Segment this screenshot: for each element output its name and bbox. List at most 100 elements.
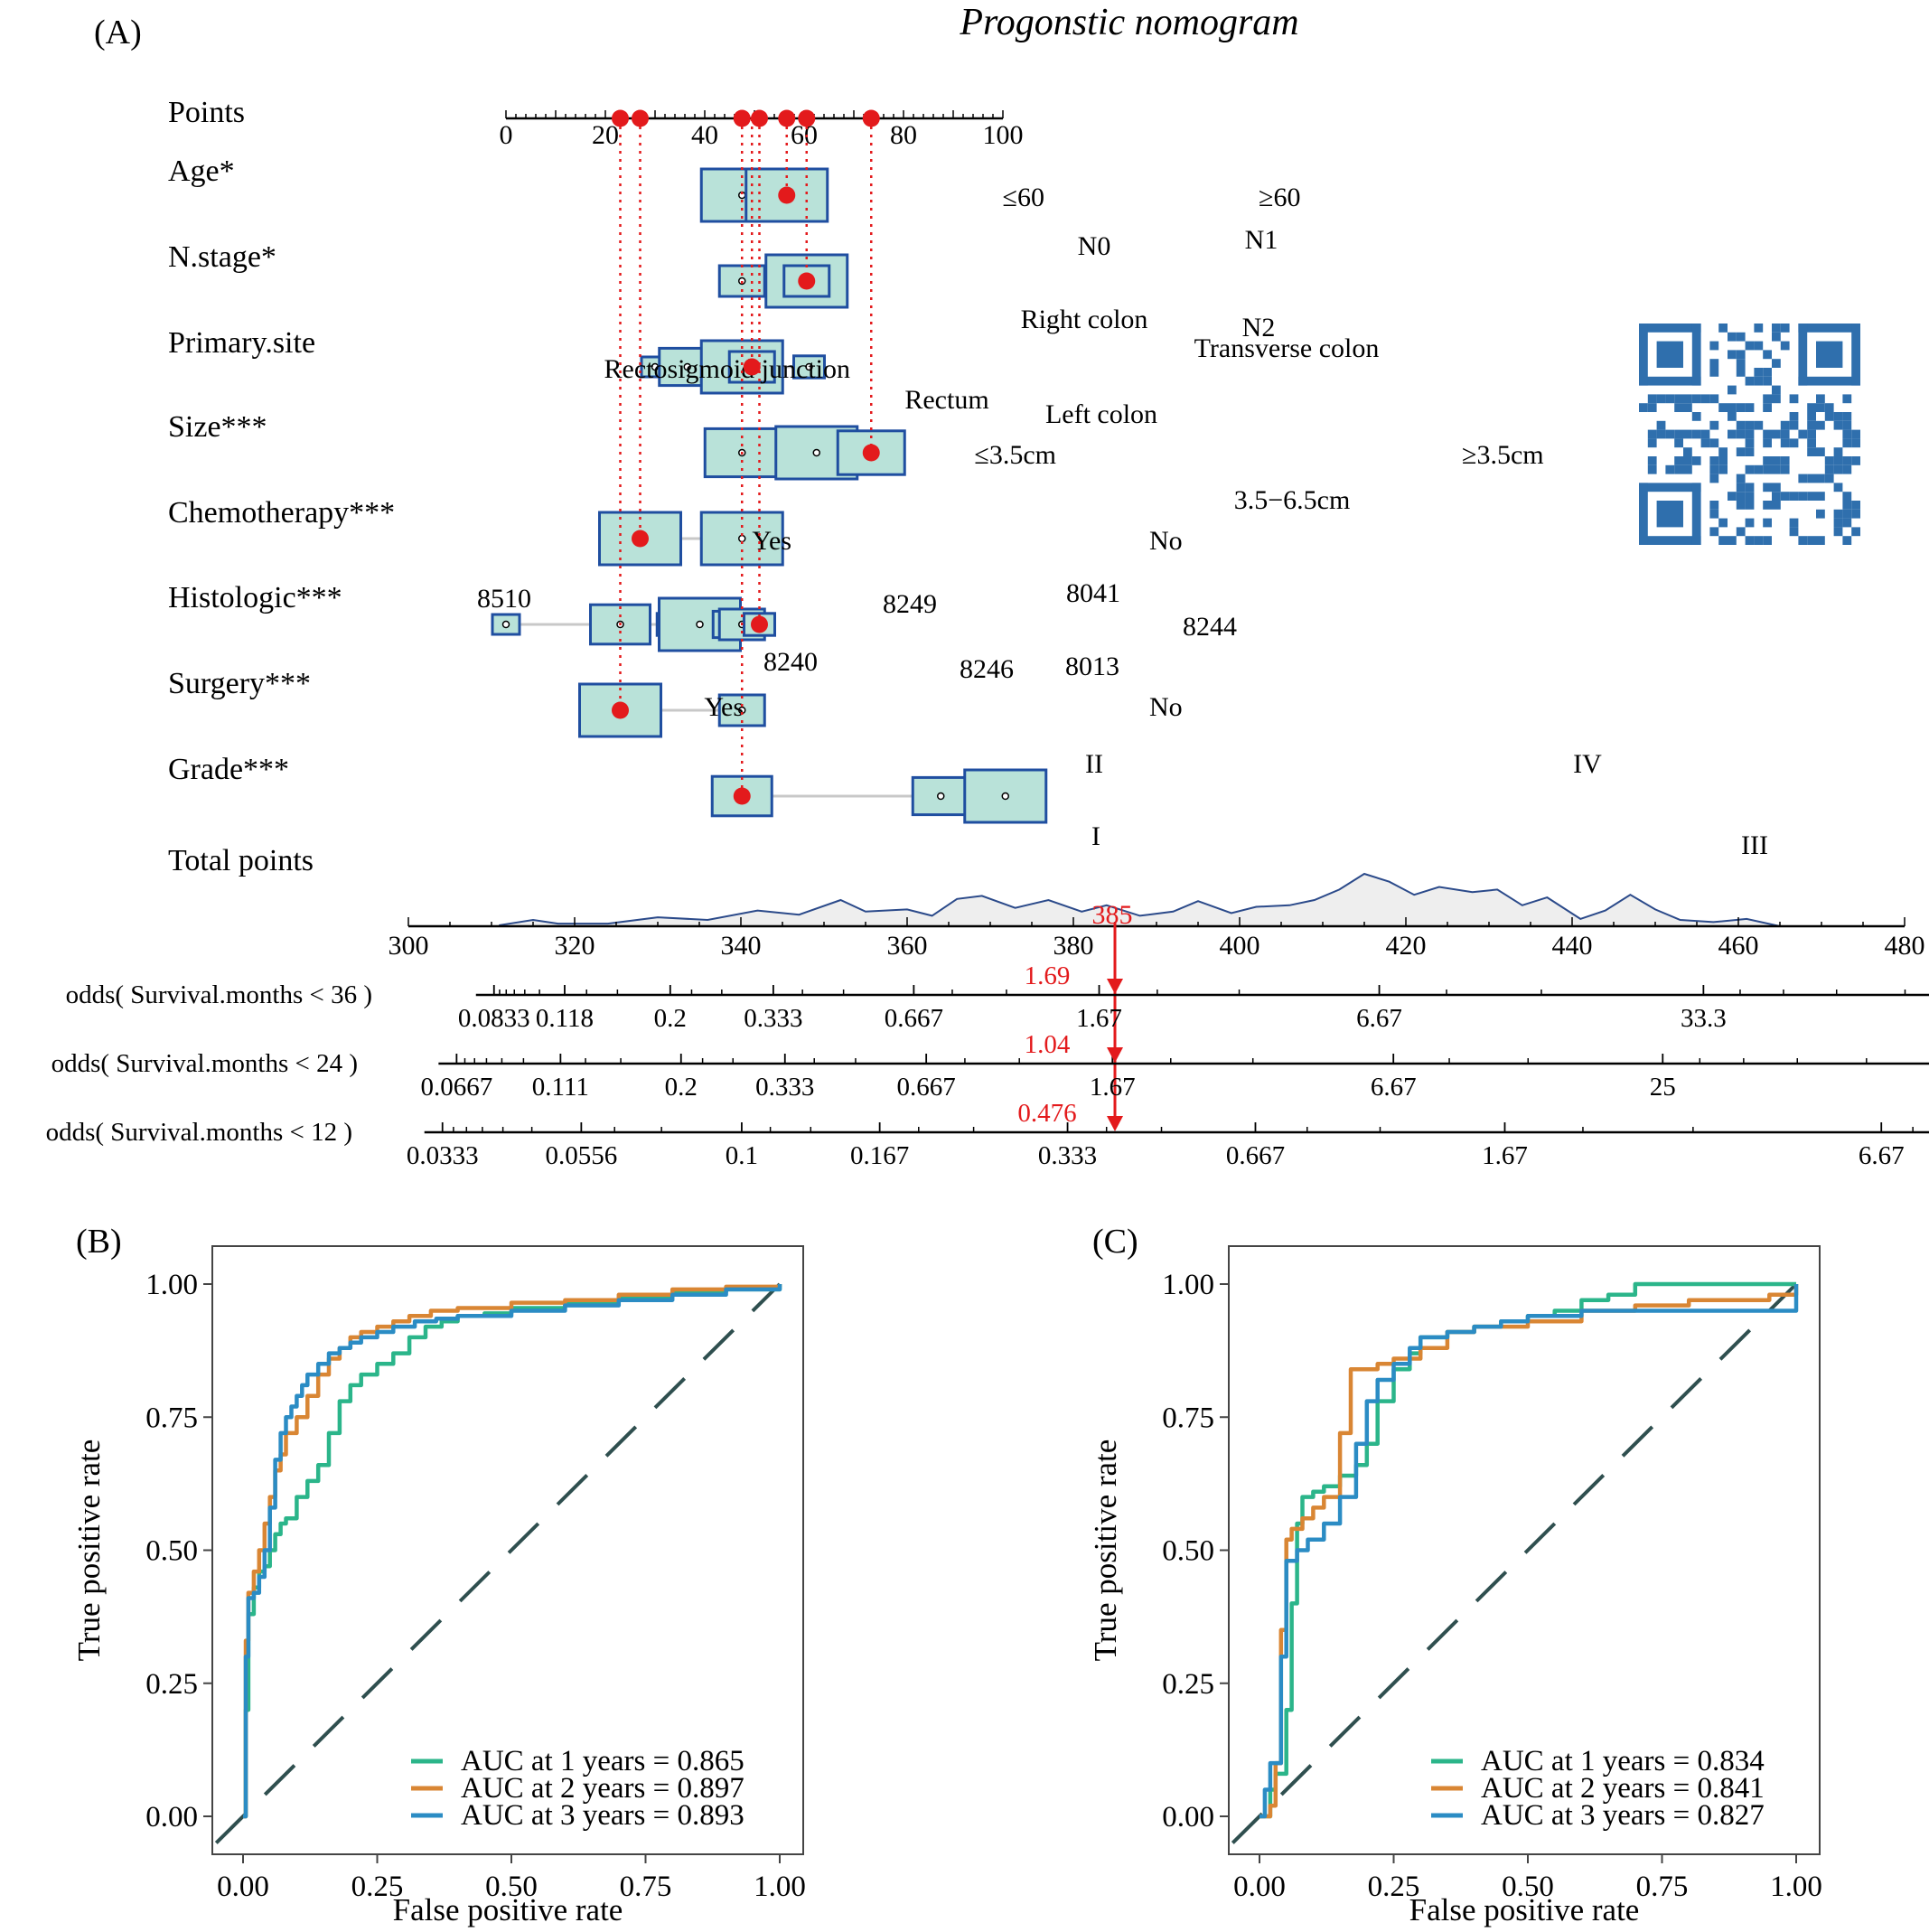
- qr-module: [1728, 350, 1737, 360]
- qr-module: [1763, 403, 1772, 412]
- y-tick-label: 0.50: [1162, 1535, 1214, 1568]
- qr-module: [1807, 447, 1816, 456]
- x-axis-label: False positive rate: [1409, 1892, 1640, 1927]
- legend-entry: AUC at 2 years = 0.841: [1481, 1772, 1765, 1805]
- qr-module: [1647, 403, 1657, 412]
- level-label: 3.5−6.5cm: [1234, 485, 1351, 515]
- qr-module: [1745, 429, 1755, 439]
- x-tick-label: 1.00: [1770, 1871, 1822, 1903]
- qr-module: [1772, 456, 1781, 465]
- level-label: 8510: [477, 584, 531, 614]
- qr-module: [1780, 429, 1790, 439]
- qr-module: [1683, 456, 1692, 465]
- qr-module: [1728, 385, 1737, 395]
- variable-label: N.stage*: [168, 240, 276, 274]
- qr-module: [1842, 464, 1852, 474]
- odds-tick-label: 1.67: [1482, 1141, 1528, 1170]
- odds-tick-label: 0.111: [532, 1073, 589, 1102]
- level-dot: [738, 534, 746, 543]
- qr-module: [1842, 509, 1852, 519]
- qr-module: [1842, 492, 1852, 501]
- qr-module: [1656, 429, 1666, 439]
- total-points-tick-label: 480: [1885, 931, 1925, 961]
- qr-module: [1665, 429, 1675, 439]
- points-marker: [751, 109, 768, 127]
- odds-value: 1.69: [1025, 961, 1071, 990]
- qr-module: [1763, 429, 1772, 439]
- qr-module: [1745, 341, 1755, 351]
- qr-module: [1709, 464, 1719, 474]
- total-points-density: [499, 872, 1781, 927]
- qr-module: [1736, 492, 1746, 501]
- qr-module: [1833, 412, 1843, 421]
- level-label: 8244: [1183, 612, 1237, 642]
- qr-module: [1647, 429, 1657, 439]
- qr-module: [1639, 403, 1648, 412]
- qr-module: [1754, 464, 1764, 474]
- qr-module: [1647, 438, 1657, 448]
- qr-module: [1816, 492, 1825, 501]
- qr-module: [1656, 394, 1666, 404]
- level-label: N1: [1245, 225, 1278, 255]
- level-label: ≤60: [1003, 183, 1044, 212]
- qr-module: [1665, 464, 1675, 474]
- qr-module: [1683, 394, 1692, 404]
- level-label: 8249: [883, 589, 937, 619]
- qr-module: [1824, 474, 1834, 483]
- odds-tick-label: 0.1: [726, 1141, 758, 1170]
- qr-module: [1728, 429, 1737, 439]
- level-label: 8013: [1065, 652, 1119, 681]
- legend-entry: AUC at 2 years = 0.897: [461, 1772, 744, 1805]
- qr-module: [1709, 509, 1719, 519]
- points-marker: [632, 109, 649, 127]
- qr-module: [1683, 429, 1692, 439]
- qr-module: [1709, 474, 1719, 483]
- qr-module: [1736, 403, 1746, 412]
- qr-module: [1674, 464, 1683, 474]
- qr-module: [1728, 412, 1737, 421]
- points-tick-label: 0: [500, 120, 513, 150]
- odds-arrow-head: [1107, 1047, 1123, 1063]
- qr-module: [1736, 429, 1746, 439]
- y-tick-label: 0.75: [145, 1402, 198, 1434]
- qr-module: [1709, 501, 1719, 510]
- qr-module: [1754, 420, 1764, 430]
- qr-module: [1700, 438, 1710, 448]
- total-points-tick-label: 440: [1552, 931, 1593, 961]
- variable-label: Age*: [168, 155, 235, 188]
- qr-module: [1816, 394, 1825, 404]
- qr-module: [1718, 324, 1728, 333]
- selected-marker: [743, 358, 761, 376]
- qr-module: [1736, 420, 1746, 430]
- qr-module: [1736, 483, 1746, 492]
- variable-label: Size***: [168, 410, 267, 444]
- qr-module: [1691, 324, 1701, 386]
- roc-curve-1-year: [1259, 1281, 1796, 1819]
- odds-tick-label: 0.333: [1038, 1141, 1097, 1170]
- legend-entry: AUC at 1 years = 0.834: [1481, 1745, 1765, 1777]
- qr-module: [1789, 527, 1799, 537]
- panel-label: (C): [1092, 1223, 1138, 1261]
- selected-marker: [612, 701, 629, 719]
- odds-tick-label: 1.67: [1090, 1073, 1136, 1102]
- x-axis-label: False positive rate: [393, 1892, 623, 1927]
- points-marker: [733, 109, 751, 127]
- qr-module: [1798, 536, 1808, 545]
- odds-tick-label: 0.118: [536, 1004, 594, 1033]
- qr-module: [1700, 429, 1710, 439]
- x-tick-label: 0.50: [485, 1871, 538, 1903]
- qr-module: [1736, 332, 1746, 342]
- qr-module: [1833, 509, 1843, 519]
- qr-module: [1807, 438, 1816, 448]
- qr-module: [1842, 536, 1852, 545]
- qr-module: [1745, 376, 1755, 386]
- qr-module: [1745, 483, 1755, 492]
- odds-arrow-head: [1107, 979, 1123, 994]
- qr-module: [1656, 420, 1666, 430]
- odds-tick-label: 6.67: [1859, 1141, 1905, 1170]
- level-label: Yes: [704, 692, 744, 722]
- qr-module: [1780, 420, 1790, 430]
- qr-module: [1833, 483, 1843, 492]
- qr-module: [1691, 394, 1701, 404]
